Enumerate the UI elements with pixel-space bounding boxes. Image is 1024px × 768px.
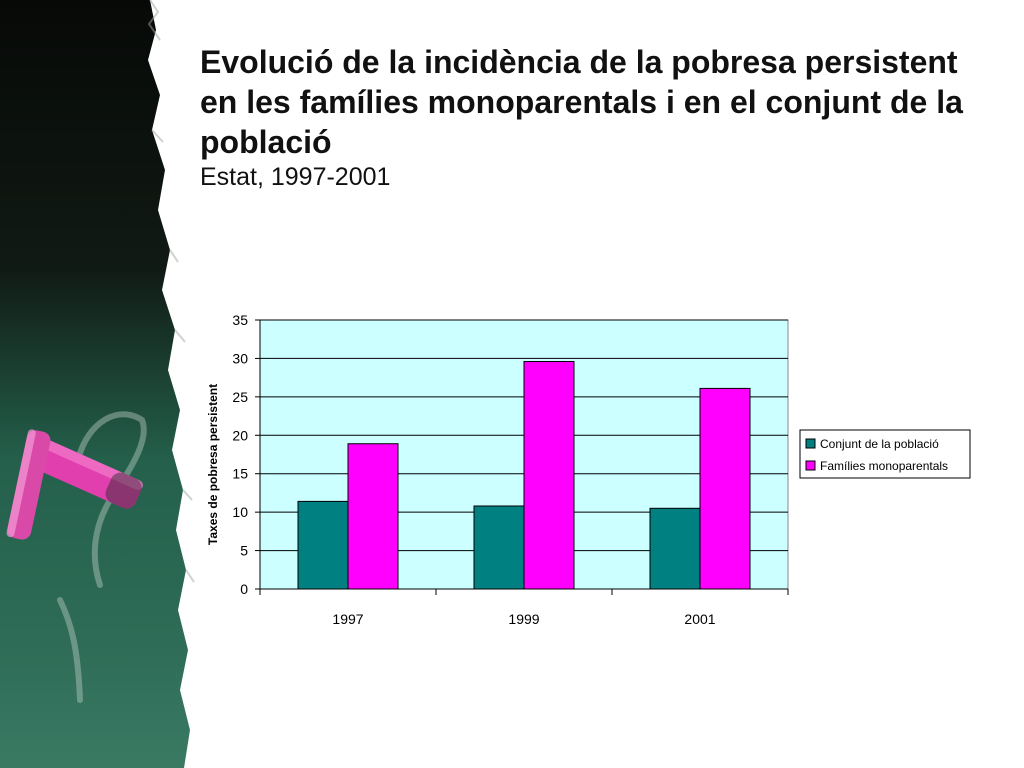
chalkboard-decoration: [0, 0, 195, 768]
legend-box: [799, 429, 971, 479]
y-tick-label: 10: [232, 504, 248, 520]
slide-title: Evolució de la incidència de la pobresa …: [200, 44, 963, 160]
y-tick-label: 15: [232, 466, 248, 482]
legend-label: Famílies monoparentals: [820, 459, 948, 473]
x-tick-label: 2001: [684, 611, 715, 627]
bar: [347, 443, 399, 590]
bar: [297, 500, 349, 590]
y-axis-label: Taxes de pobresa persistent: [206, 384, 220, 545]
bar: [523, 361, 575, 590]
y-tick-label: 0: [240, 581, 248, 597]
x-tick-label: 1997: [332, 611, 363, 627]
bar: [649, 507, 701, 590]
y-tick-label: 25: [232, 389, 248, 405]
y-tick-label: 20: [232, 427, 248, 443]
y-tick-label: 30: [232, 350, 248, 366]
legend-swatch: [805, 438, 816, 449]
y-tick-label: 35: [232, 312, 248, 328]
chalk-scribble: [57, 411, 147, 703]
bar: [699, 387, 751, 590]
legend-label: Conjunt de la població: [820, 437, 939, 451]
slide-subtitle: Estat, 1997-2001: [200, 163, 391, 191]
chalk-sticks-icon: [32, 438, 143, 509]
chalk-stick-icon: [6, 429, 51, 540]
bar: [473, 505, 525, 590]
x-tick-label: 1999: [508, 611, 539, 627]
chalkboard-strip: [0, 0, 190, 768]
title-block: Evolució de la incidència de la pobresa …: [200, 42, 980, 192]
y-tick-label: 5: [240, 543, 248, 559]
legend-swatch: [805, 460, 816, 471]
